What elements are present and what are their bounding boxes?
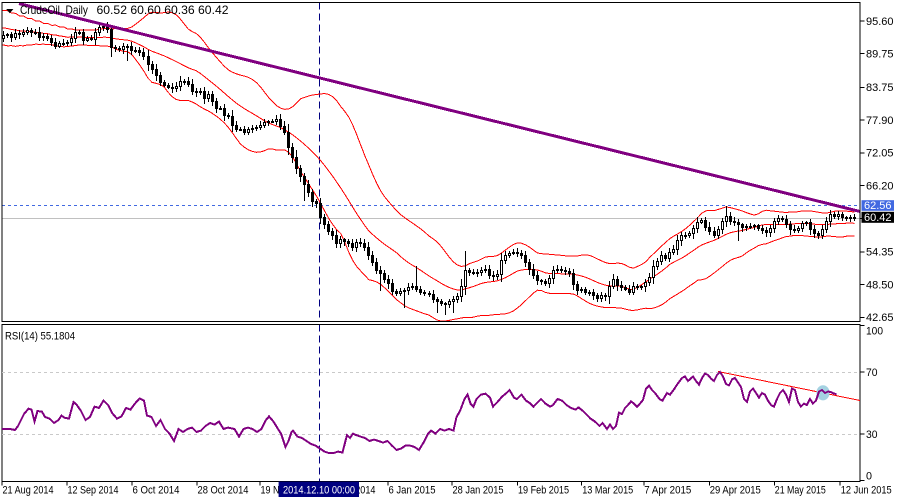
svg-text:12 Jun 2015: 12 Jun 2015 <box>841 485 892 497</box>
svg-text:6 Oct 2014: 6 Oct 2014 <box>133 485 180 497</box>
svg-text:6 Jan 2015: 6 Jan 2015 <box>389 485 436 497</box>
svg-text:42.65: 42.65 <box>866 312 894 324</box>
svg-text:60.52 60.60 60.36 60.42: 60.52 60.60 60.36 60.42 <box>97 3 229 17</box>
svg-text:66.20: 66.20 <box>866 180 894 192</box>
svg-text:21 Aug 2014: 21 Aug 2014 <box>3 485 54 497</box>
svg-text:70: 70 <box>866 367 878 379</box>
svg-text:54.35: 54.35 <box>866 247 894 259</box>
svg-text:100: 100 <box>866 325 883 337</box>
svg-text:28 Jan 2015: 28 Jan 2015 <box>453 485 504 497</box>
svg-text:48.50: 48.50 <box>866 279 894 291</box>
svg-text:72.05: 72.05 <box>866 148 894 160</box>
svg-text:28 Oct 2014: 28 Oct 2014 <box>198 485 249 497</box>
svg-text:19 Feb 2015: 19 Feb 2015 <box>518 485 569 497</box>
svg-text:77.90: 77.90 <box>866 115 894 127</box>
svg-text:12 Sep 2014: 12 Sep 2014 <box>68 485 119 497</box>
svg-text:7 Apr 2015: 7 Apr 2015 <box>644 485 691 497</box>
svg-text:89.75: 89.75 <box>866 49 894 61</box>
svg-text:0: 0 <box>866 470 872 482</box>
svg-text:30: 30 <box>866 429 878 441</box>
svg-text:29 Apr 2015: 29 Apr 2015 <box>710 485 761 497</box>
svg-text:60.42: 60.42 <box>864 212 892 224</box>
svg-text:RSI(14) 55.1804: RSI(14) 55.1804 <box>5 331 75 343</box>
svg-text:83.75: 83.75 <box>866 82 894 94</box>
svg-text:62.56: 62.56 <box>864 200 892 212</box>
svg-text:13 Mar 2015: 13 Mar 2015 <box>582 485 633 497</box>
svg-text:95.60: 95.60 <box>866 16 894 28</box>
svg-text:2014.12.10 00:00: 2014.12.10 00:00 <box>283 485 355 497</box>
svg-text:21 May 2015: 21 May 2015 <box>775 485 826 497</box>
svg-text:CrudeOil, Daily: CrudeOil, Daily <box>20 3 88 17</box>
